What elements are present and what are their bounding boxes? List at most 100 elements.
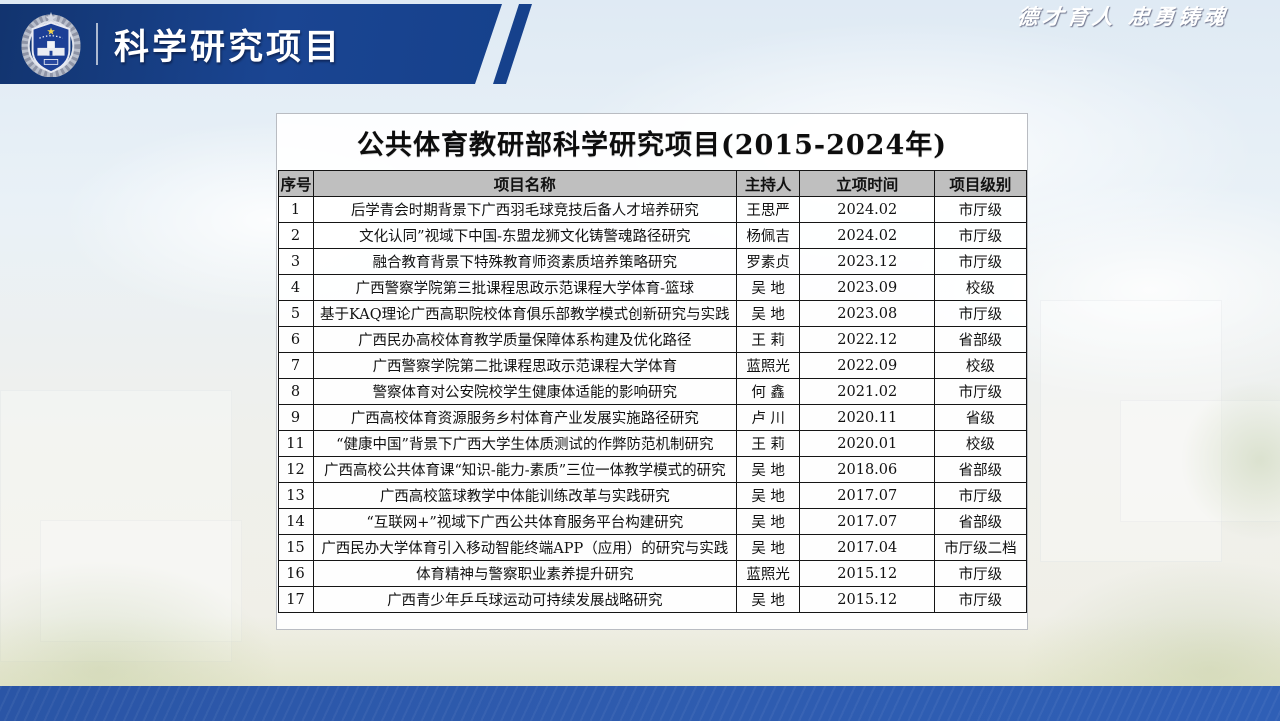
- cell-name: 体育精神与警察职业素养提升研究: [312, 560, 738, 587]
- cell-name: 广西警察学院第三批课程思政示范课程大学体育-篮球: [312, 274, 738, 301]
- col-header-name: 项目名称: [312, 170, 738, 197]
- cell-level: 校级: [934, 274, 1027, 301]
- police-badge-icon: [20, 11, 82, 77]
- cell-level: 省部级: [934, 456, 1027, 483]
- cell-leader: 王 莉: [736, 430, 801, 457]
- cell-leader: 罗素贞: [736, 248, 801, 275]
- cell-leader: 吴 地: [736, 586, 801, 613]
- table-row: 11 “健康中国”背景下广西大学生体质测试的作弊防范机制研究王 莉 2020.01 校…: [277, 430, 1027, 457]
- cell-leader: 王 莉: [736, 326, 801, 353]
- cell-name: 警察体育对公安院校学生健康体适能的影响研究: [312, 378, 738, 405]
- cell-name: 融合教育背景下特殊教育师资素质培养策略研究: [312, 248, 738, 275]
- page-title: 科学研究项目: [114, 27, 343, 68]
- cell-date: 2021.02: [799, 378, 936, 405]
- cell-name: 文化认同”视域下中国-东盟龙狮文化铸警魂路径研究: [312, 222, 738, 249]
- cell-no: 13: [277, 482, 314, 509]
- projects-table: 序号 项目名称 主持人 立项时间 项目级别 1 后学青会时期背景下广西羽毛球竞技后…: [277, 170, 1027, 613]
- table-row: 3 融合教育背景下特殊教育师资素质培养策略研究 罗素贞 2023.12 市厅级: [277, 248, 1027, 275]
- cell-date: 2023.09: [799, 274, 936, 301]
- table-row: 1 后学青会时期背景下广西羽毛球竞技后备人才培养研究 王思严 2024.02 市厅级: [277, 196, 1027, 223]
- table-title: 公共体育教研部科学研究项目(2015-2024年): [356, 129, 948, 161]
- cell-level: 省部级: [934, 326, 1027, 353]
- cell-name: 基于KAQ理论广西高职院校体育俱乐部教学模式创新研究与实践: [312, 300, 738, 327]
- cell-no: 8: [277, 378, 314, 405]
- cell-leader: 吴 地: [736, 456, 801, 483]
- cell-name: “健康中国”背景下广西大学生体质测试的作弊防范机制研究: [312, 430, 738, 457]
- col-header-leader: 主持人: [736, 170, 801, 197]
- footer-bar: [0, 686, 1280, 721]
- cell-date: 2024.02: [799, 196, 936, 223]
- cell-no: 2: [277, 222, 314, 249]
- header-banner: 科学研究项目: [0, 4, 502, 84]
- cell-leader: 吴 地: [736, 274, 801, 301]
- cell-no: 12: [277, 456, 314, 483]
- table-row: 7 广西警察学院第二批课程思政示范课程大学体育 蓝照光 2022.09 校级: [277, 352, 1027, 379]
- cell-no: 14: [277, 508, 314, 535]
- cell-date: 2020.11: [799, 404, 936, 431]
- cell-level: 市厅级: [934, 586, 1027, 613]
- cell-leader: 蓝照光: [736, 560, 801, 587]
- cell-leader: 何 鑫: [736, 378, 801, 405]
- cell-level: 市厅级: [934, 482, 1027, 509]
- table-body: 1 后学青会时期背景下广西羽毛球竞技后备人才培养研究 王思严 2024.02 市厅级 2 文…: [277, 196, 1027, 613]
- cell-no: 15: [277, 534, 314, 561]
- cell-level: 市厅级: [934, 248, 1027, 275]
- cell-leader: 吴 地: [736, 482, 801, 509]
- cell-level: 市厅级: [934, 300, 1027, 327]
- table-row: 17 广西青少年乒乓球运动可持续发展战略研究吴 地 2015.12 市厅级: [277, 586, 1027, 613]
- cell-date: 2020.01: [799, 430, 936, 457]
- cell-name: 广西警察学院第二批课程思政示范课程大学体育: [312, 352, 738, 379]
- cell-date: 2017.07: [799, 508, 936, 535]
- cell-level: 市厅级: [934, 222, 1027, 249]
- cell-level: 市厅级: [934, 378, 1027, 405]
- table-row: 9 广西高校体育资源服务乡村体育产业发展实施路径研究卢 川 2020.11 省级: [277, 404, 1027, 431]
- col-header-level: 项目级别: [934, 170, 1027, 197]
- table-row: 4 广西警察学院第三批课程思政示范课程大学体育-篮球吴 地 2023.09 校级: [277, 274, 1027, 301]
- table-row: 8 警察体育对公安院校学生健康体适能的影响研究何 鑫 2021.02 市厅级: [277, 378, 1027, 405]
- cell-leader: 蓝照光: [736, 352, 801, 379]
- cell-no: 9: [277, 404, 314, 431]
- cell-leader: 吴 地: [736, 508, 801, 535]
- cell-name: 广西高校公共体育课“知识-能力-素质”三位一体教学模式的研究: [312, 456, 738, 483]
- cell-no: 7: [277, 352, 314, 379]
- cell-level: 市厅级: [934, 196, 1027, 223]
- cell-leader: 吴 地: [736, 534, 801, 561]
- cell-date: 2022.09: [799, 352, 936, 379]
- cell-name: 广西民办高校体育教学质量保障体系构建及优化路径: [312, 326, 738, 353]
- school-motto: 德才育人 忠勇铸魂: [1015, 4, 1230, 29]
- cell-no: 17: [277, 586, 314, 613]
- cell-level: 市厅级二档: [934, 534, 1027, 561]
- cell-name: 后学青会时期背景下广西羽毛球竞技后备人才培养研究: [312, 196, 738, 223]
- cell-date: 2023.12: [799, 248, 936, 275]
- cell-no: 16: [277, 560, 314, 587]
- table-row: 14 “互联网+”视域下广西公共体育服务平台构建研究吴 地 2017.07 省部级: [277, 508, 1027, 535]
- header-divider: [96, 23, 98, 65]
- cell-leader: 卢 川: [736, 404, 801, 431]
- cell-name: 广西民办大学体育引入移动智能终端APP（应用）的研究与实践: [312, 534, 738, 561]
- table-row: 16 体育精神与警察职业素养提升研究 蓝照光 2015.12 市厅级: [277, 560, 1027, 587]
- banner-accent-stripe: [493, 4, 532, 84]
- cell-date: 2017.04: [799, 534, 936, 561]
- cell-name: “互联网+”视域下广西公共体育服务平台构建研究: [312, 508, 738, 535]
- cell-level: 省部级: [934, 508, 1027, 535]
- cell-no: 11: [277, 430, 314, 457]
- table-row: 5 基于KAQ理论广西高职院校体育俱乐部教学模式创新研究与实践吴 地 2023.08…: [277, 300, 1027, 327]
- cell-date: 2017.07: [799, 482, 936, 509]
- cell-level: 省级: [934, 404, 1027, 431]
- cell-date: 2015.12: [799, 560, 936, 587]
- cell-date: 2015.12: [799, 586, 936, 613]
- cell-level: 校级: [934, 352, 1027, 379]
- cell-level: 市厅级: [934, 560, 1027, 587]
- table-row: 2 文化认同”视域下中国-东盟龙狮文化铸警魂路径研究 杨佩吉 2024.02 市厅级: [277, 222, 1027, 249]
- cell-name: 广西高校篮球教学中体能训练改革与实践研究: [312, 482, 738, 509]
- table-row: 6 广西民办高校体育教学质量保障体系构建及优化路径王 莉 2022.12 省部级: [277, 326, 1027, 353]
- table-row: 12 广西高校公共体育课“知识-能力-素质”三位一体教学模式的研究吴 地 2018.…: [277, 456, 1027, 483]
- table-row: 13 广西高校篮球教学中体能训练改革与实践研究吴 地 2017.07 市厅级: [277, 482, 1027, 509]
- cell-date: 2023.08: [799, 300, 936, 327]
- cell-name: 广西高校体育资源服务乡村体育产业发展实施路径研究: [312, 404, 738, 431]
- cell-leader: 王思严: [736, 196, 801, 223]
- cell-no: 3: [277, 248, 314, 275]
- cell-name: 广西青少年乒乓球运动可持续发展战略研究: [312, 586, 738, 613]
- cell-date: 2018.06: [799, 456, 936, 483]
